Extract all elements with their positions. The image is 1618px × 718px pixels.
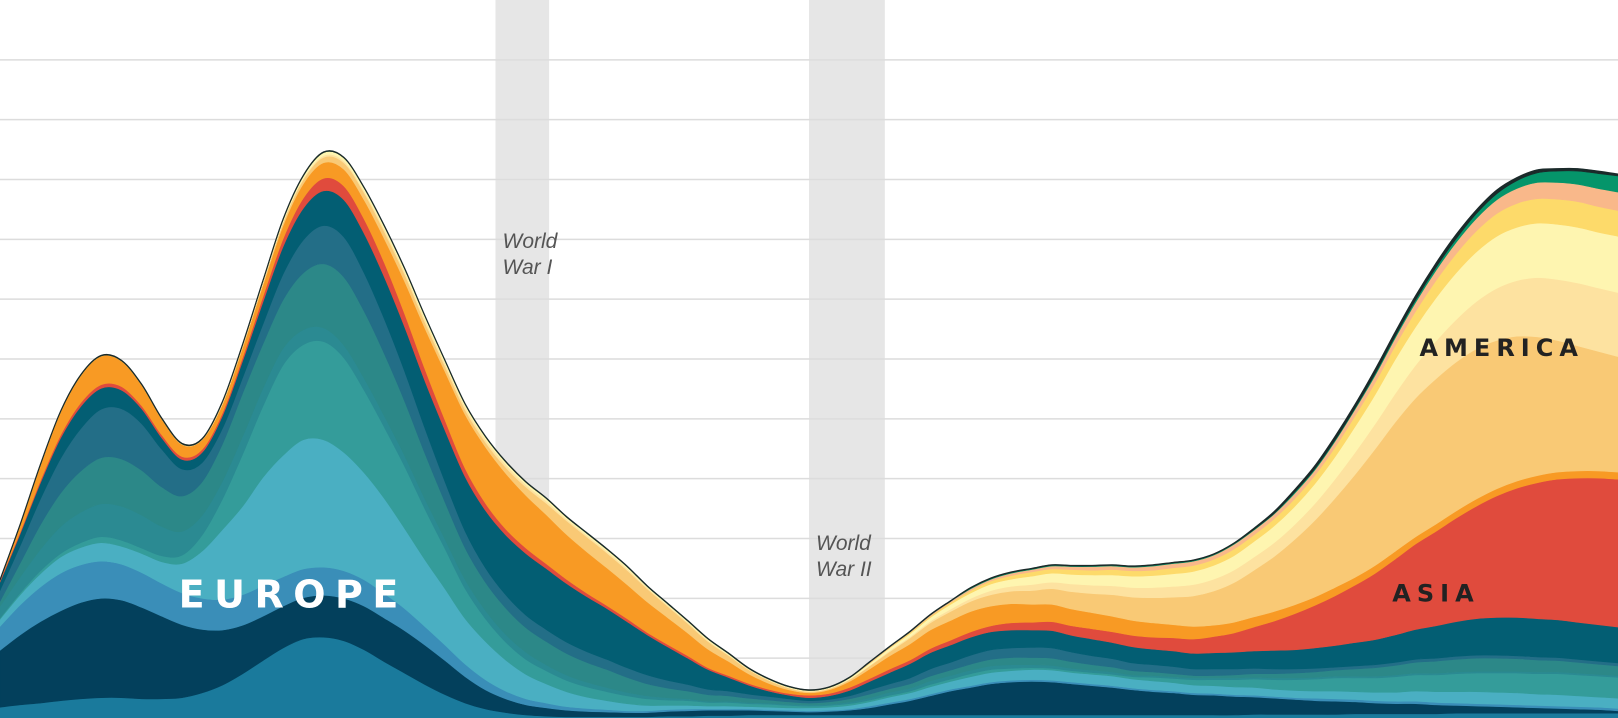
stream-outline bbox=[0, 150, 1618, 691]
war-label-line: World bbox=[503, 230, 559, 253]
stream-layers bbox=[0, 150, 1618, 718]
war-label-line: War I bbox=[503, 256, 553, 279]
region-label-asia: ASIA bbox=[1392, 579, 1479, 607]
war-label-2: World War II bbox=[816, 532, 872, 581]
war-label-line: World bbox=[816, 532, 872, 555]
region-label-europe: EUROPE bbox=[179, 572, 408, 616]
war-period-labels: World War I World War II bbox=[503, 230, 873, 581]
region-labels: EUROPE AMERICA ASIA bbox=[179, 334, 1583, 616]
war-label-line: War II bbox=[816, 558, 872, 581]
war-label-1: World War I bbox=[503, 230, 559, 279]
region-label-america: AMERICA bbox=[1419, 334, 1583, 362]
